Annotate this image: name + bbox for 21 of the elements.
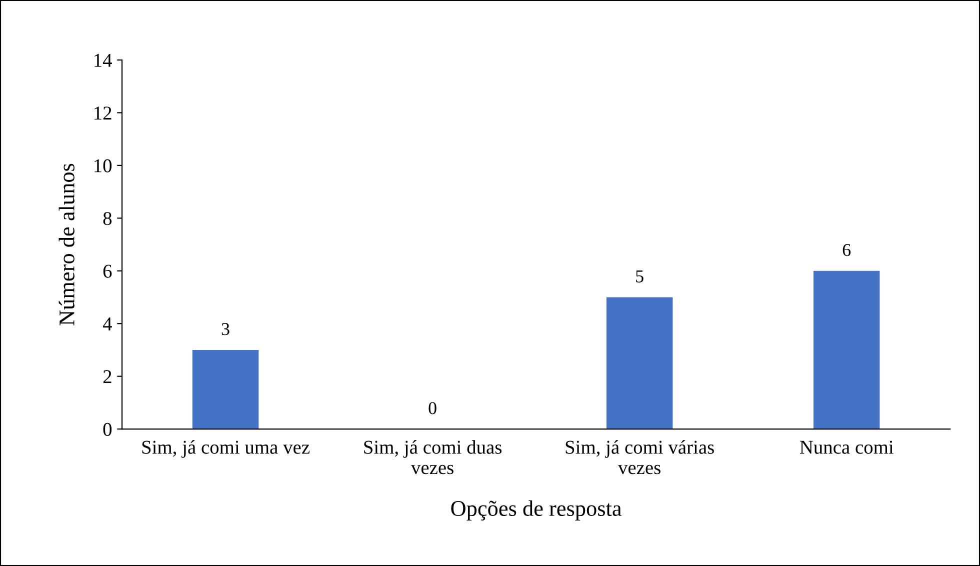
x-tick-label: Sim, já comi várias vezes (566, 440, 714, 474)
x-tick-label: Nunca comi (800, 440, 894, 454)
data-label: 6 (842, 244, 851, 256)
data-label: 3 (222, 323, 230, 336)
x-tick-label: Sim, já comi duas vezes (364, 440, 502, 474)
x-axis-title: Opções de resposta (451, 500, 622, 521)
bar (606, 297, 673, 430)
y-tick-label: 0 (103, 422, 112, 436)
y-tick-label: 2 (103, 370, 112, 384)
y-tick-label: 4 (102, 318, 112, 330)
y-tick-label: 10 (94, 159, 112, 172)
bar (813, 270, 880, 430)
y-tick-label: 14 (94, 54, 112, 67)
bar (192, 350, 259, 430)
data-label: 5 (636, 270, 644, 282)
y-tick-label: 6 (103, 264, 112, 278)
x-tick-label: Sim, já comi uma vez (142, 440, 310, 458)
data-label: 0 (428, 402, 436, 414)
y-tick-label: 8 (103, 212, 112, 226)
y-tick-label: 12 (94, 106, 112, 120)
y-axis-title: Número de alunos (58, 164, 74, 326)
